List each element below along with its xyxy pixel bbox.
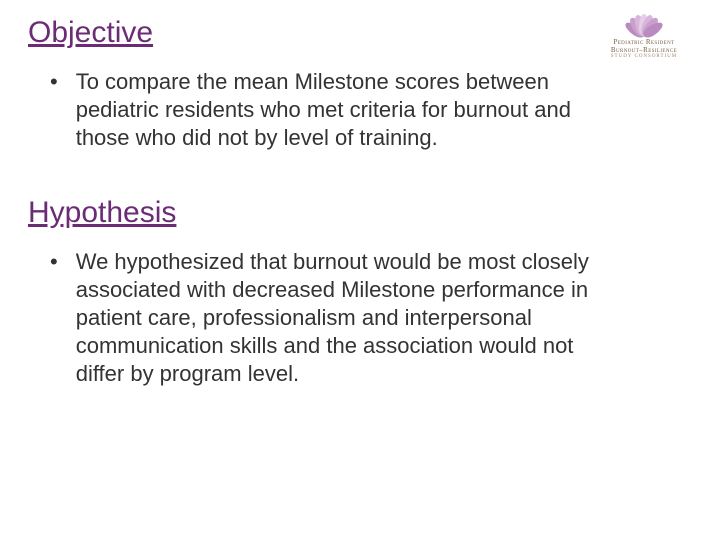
hypothesis-heading: Hypothesis bbox=[28, 196, 692, 230]
logo-line-3: STUDY CONSORTIUM bbox=[611, 54, 678, 60]
objective-text: To compare the mean Milestone scores bet… bbox=[76, 68, 596, 152]
lotus-icon bbox=[620, 8, 668, 36]
hypothesis-text: We hypothesized that burnout would be mo… bbox=[76, 248, 596, 388]
logo-line-2: Burnout–Resilience bbox=[611, 46, 678, 54]
hypothesis-bullet-row: • We hypothesized that burnout would be … bbox=[28, 248, 692, 388]
bullet-icon: • bbox=[50, 68, 58, 96]
bullet-icon: • bbox=[50, 248, 58, 276]
objective-bullet-row: • To compare the mean Milestone scores b… bbox=[28, 68, 692, 152]
consortium-logo: Pediatric Resident Burnout–Resilience ST… bbox=[584, 8, 704, 60]
hypothesis-section: Hypothesis • We hypothesized that burnou… bbox=[28, 196, 692, 388]
logo-line-1: Pediatric Resident bbox=[611, 38, 678, 46]
logo-text: Pediatric Resident Burnout–Resilience ST… bbox=[611, 38, 678, 60]
